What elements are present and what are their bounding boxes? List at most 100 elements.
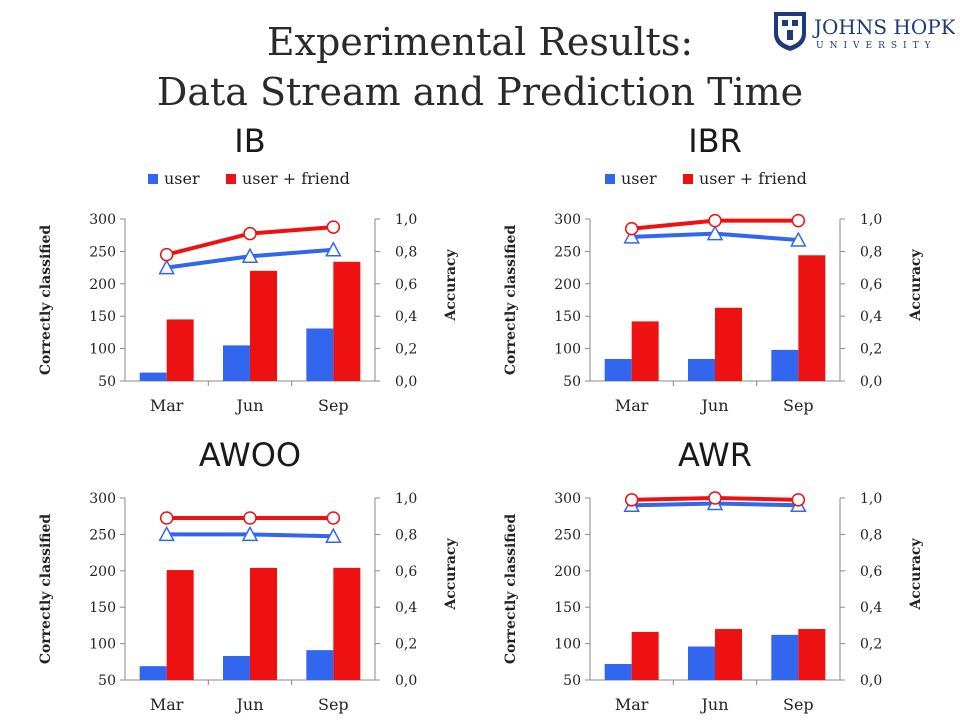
y2-tick-label: 0,0 (860, 673, 882, 689)
accuracy-point-user-friend (243, 511, 257, 525)
bar-user (306, 650, 334, 680)
y2-tick-label: 1,0 (395, 212, 417, 228)
bar-user-friend (166, 570, 194, 680)
y2-tick-label: 0,0 (395, 374, 417, 390)
accuracy-point-user-friend (708, 213, 722, 228)
x-tick-label: Mar (615, 396, 649, 415)
accuracy-point-user (325, 241, 342, 257)
accuracy-point-user-friend (243, 226, 257, 241)
legend-swatch-friend (226, 174, 236, 184)
y-tick-label: 200 (554, 277, 581, 293)
bar-user (139, 372, 167, 381)
y2-tick-label: 0,2 (860, 342, 882, 358)
y-tick-label: 200 (554, 564, 581, 580)
chart-title: AWOO (199, 436, 301, 474)
accuracy-point-user-friend (159, 511, 174, 525)
bar-user-friend (250, 567, 277, 680)
y-tick-label: 300 (554, 491, 581, 507)
y2-axis-title: Accuracy (443, 249, 459, 322)
y2-tick-label: 0,6 (395, 277, 417, 293)
page-title-line2: Data Stream and Prediction Time (156, 70, 804, 114)
y-tick-label: 150 (554, 600, 581, 616)
chart-svg: AWR 50 100 150 200 250 300 0,0 0,2 0,4 0,6 0,8 1,0 Co… (503, 436, 924, 714)
x-tick-label: Jun (699, 695, 728, 714)
bar-user (771, 634, 799, 680)
y-tick-label: 300 (554, 212, 581, 228)
y2-tick-label: 0,4 (395, 600, 417, 616)
x-tick-label: Sep (783, 396, 814, 415)
x-tick-label: Sep (318, 396, 349, 415)
y2-tick-label: 0,2 (395, 637, 417, 653)
legend-swatch-friend (683, 174, 693, 184)
y-tick-label: 250 (554, 527, 581, 543)
logo-sub: UNIVERSITY (816, 41, 937, 51)
y2-tick-label: 0,6 (860, 277, 882, 293)
chart-svg: AWOO 50 100 150 200 250 300 0,0 0,2 0,4 0,6 0,8 1,0 C… (38, 436, 459, 714)
chart-svg: IB user user + friend 50 100 150 200 250 300 0,0 0… (38, 122, 459, 415)
y-tick-label: 50 (563, 374, 581, 390)
x-tick-label: Sep (783, 695, 814, 714)
y-tick-label: 250 (89, 244, 116, 260)
chart-awr: AWR 50 100 150 200 250 300 0,0 0,2 0,4 0,6 0,8 1,0 Co… (485, 432, 935, 726)
bar-user-friend (798, 255, 826, 381)
y2-tick-label: 0,6 (395, 564, 417, 580)
bar-user-friend (333, 261, 361, 381)
accuracy-point-user-friend (326, 511, 341, 525)
x-tick-label: Mar (150, 396, 184, 415)
chart-ib: IB user user + friend 50 100 150 200 250 300 0,0 0… (20, 118, 470, 415)
shield-icon (774, 12, 806, 51)
accuracy-point-user (158, 259, 175, 275)
y2-tick-label: 0,4 (860, 309, 882, 325)
y2-tick-label: 0,4 (395, 309, 417, 325)
y2-tick-label: 0,2 (395, 342, 417, 358)
y-tick-label: 50 (98, 374, 116, 390)
y2-tick-label: 0,8 (395, 527, 417, 543)
bar-user (771, 349, 799, 381)
bar-user (688, 358, 715, 381)
x-tick-label: Mar (150, 695, 184, 714)
bar-user-friend (631, 631, 659, 680)
y2-tick-label: 0,6 (860, 564, 882, 580)
y-tick-label: 100 (89, 342, 116, 358)
bar-user-friend (166, 319, 194, 381)
accuracy-point-user-friend (708, 491, 722, 505)
y-axis-title: Correctly classified (38, 514, 54, 665)
accuracy-point-user (158, 525, 175, 542)
y-axis-title: Correctly classified (38, 225, 54, 376)
chart-awoo: AWOO 50 100 150 200 250 300 0,0 0,2 0,4 0,6 0,8 1,0 C… (20, 432, 470, 726)
accuracy-point-user (623, 228, 640, 244)
legend-label-user: user (621, 169, 657, 188)
y-tick-label: 100 (89, 637, 116, 653)
y2-tick-label: 0,0 (860, 374, 882, 390)
y2-tick-label: 1,0 (860, 212, 882, 228)
bar-user (223, 655, 250, 680)
legend: user user + friend (605, 169, 807, 188)
y-tick-label: 250 (554, 244, 581, 260)
y-tick-label: 150 (89, 600, 116, 616)
legend-label-friend: user + friend (242, 169, 350, 188)
y-axis-title: Correctly classified (503, 514, 519, 665)
y-tick-label: 250 (89, 527, 116, 543)
accuracy-point-user (241, 247, 259, 264)
bar-user-friend (250, 270, 277, 381)
chart-svg: IBR user user + friend 50 100 150 200 250 300 0,0… (503, 122, 924, 415)
y-tick-label: 50 (98, 673, 116, 689)
bar-user-friend (715, 629, 742, 680)
y-tick-label: 300 (89, 212, 116, 228)
y-tick-label: 100 (554, 342, 581, 358)
y2-tick-label: 0,2 (860, 637, 882, 653)
y2-axis-title: Accuracy (908, 249, 924, 322)
y2-tick-label: 0,0 (395, 673, 417, 689)
y2-tick-label: 0,8 (860, 527, 882, 543)
y2-tick-label: 0,4 (860, 600, 882, 616)
x-tick-label: Jun (699, 396, 728, 415)
bar-user (604, 358, 632, 381)
accuracy-point-user (706, 224, 724, 241)
chart-ibr: IBR user user + friend 50 100 150 200 250 300 0,0… (485, 118, 935, 415)
x-tick-label: Mar (615, 695, 649, 714)
logo-name: JOHNS HOPKINS (812, 15, 955, 39)
y2-axis-title: Accuracy (443, 538, 459, 611)
legend-swatch-user (148, 174, 158, 184)
y-tick-label: 300 (89, 491, 116, 507)
accuracy-point-user-friend (159, 247, 174, 262)
